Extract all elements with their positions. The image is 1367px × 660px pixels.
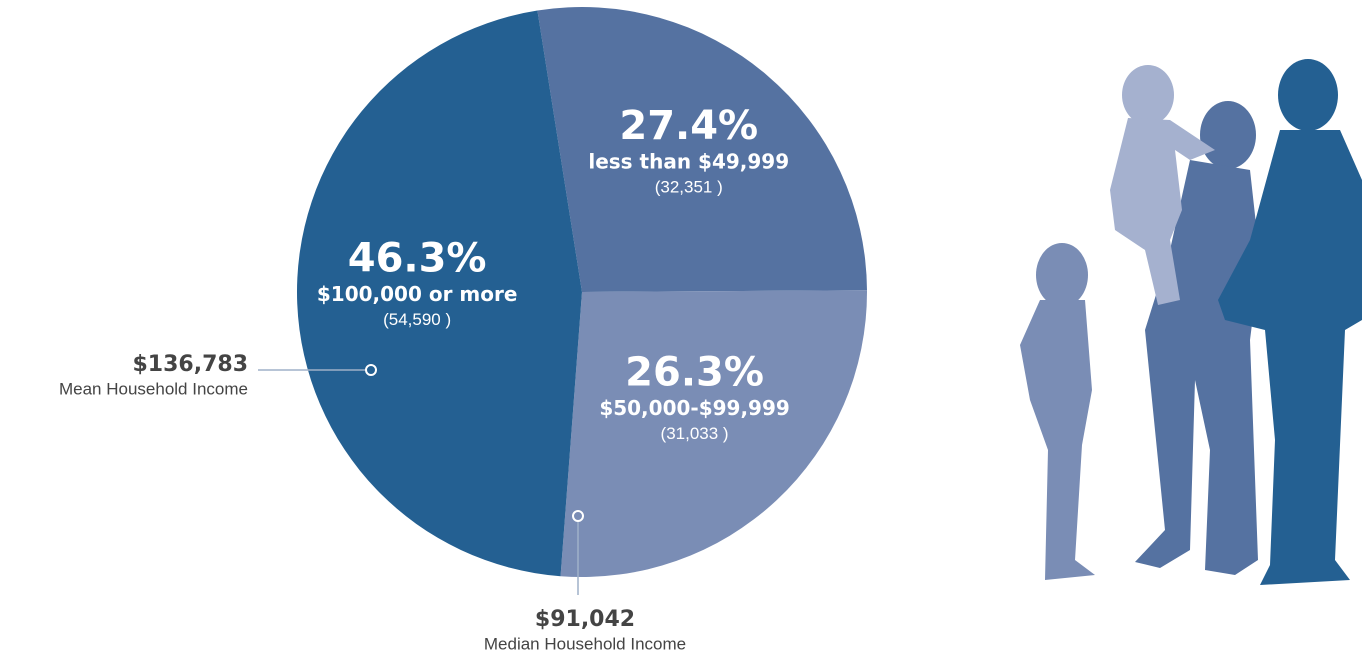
slice-category: less than $49,999 [588, 150, 789, 174]
slice-percent: 26.3% [625, 350, 764, 396]
annotation-value: $91,042 [535, 607, 635, 632]
pie-slice [560, 290, 867, 577]
slice-percent: 46.3% [348, 236, 487, 282]
slice-count: (54,590 ) [383, 310, 451, 329]
slice-count: (31,033 ) [661, 424, 729, 443]
annotation-value: $136,783 [132, 352, 248, 377]
slice-percent: 27.4% [619, 103, 758, 149]
pie-slice [537, 7, 867, 293]
slice-category: $50,000-$99,999 [599, 396, 790, 420]
annotation-text: Mean Household Income [59, 379, 248, 398]
annotation-marker [572, 510, 584, 522]
slice-category: $100,000 or more [317, 282, 518, 306]
annotation-marker [365, 364, 377, 376]
pie-slice [297, 10, 582, 577]
annotation-text: Median Household Income [484, 634, 686, 653]
slice-count: (32,351 ) [655, 178, 723, 197]
family-silhouette [1020, 59, 1362, 585]
